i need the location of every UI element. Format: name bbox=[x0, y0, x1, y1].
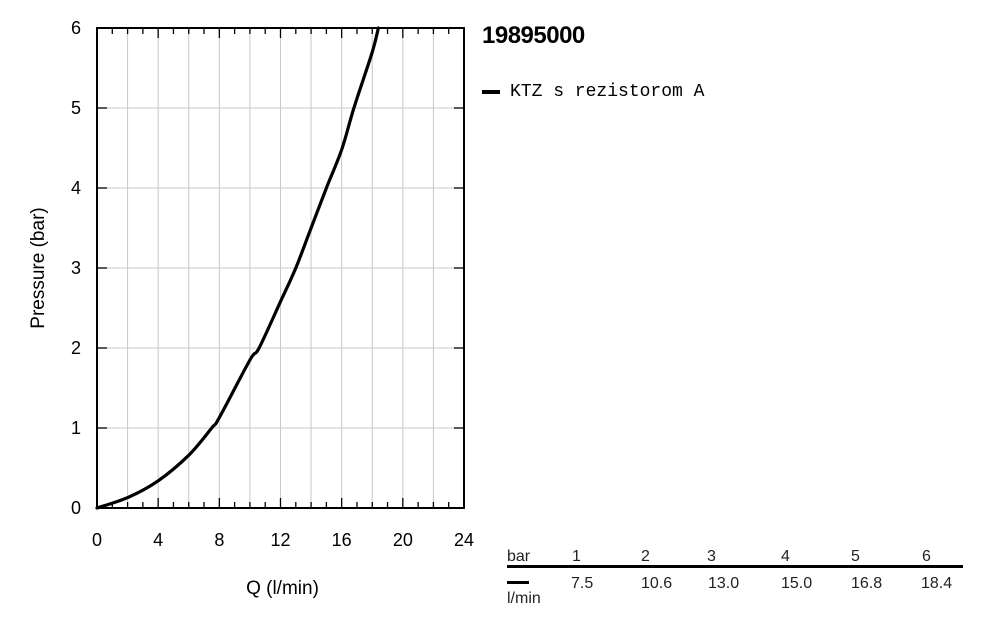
y-tick-label: 3 bbox=[71, 258, 81, 278]
table-flow-unit: l/min bbox=[507, 590, 541, 607]
table-pressure: 2 bbox=[641, 548, 650, 565]
y-tick-label: 4 bbox=[71, 178, 81, 198]
table-flow: 7.5 bbox=[571, 575, 594, 592]
y-tick-label: 6 bbox=[71, 18, 81, 38]
legend-swatch bbox=[482, 90, 500, 94]
grid-lines bbox=[97, 28, 464, 508]
chart-title: 19895000 bbox=[482, 22, 585, 49]
x-tick-labels: 0 4 8 12 16 20 24 bbox=[92, 530, 474, 550]
table-flow: 18.4 bbox=[921, 575, 953, 592]
x-tick-label: 20 bbox=[393, 530, 413, 550]
table-rule bbox=[507, 565, 963, 568]
table-flow: 10.6 bbox=[641, 575, 673, 592]
x-tick-label: 16 bbox=[332, 530, 352, 550]
table-pressure-unit: bar bbox=[507, 548, 531, 565]
y-tick-label: 1 bbox=[71, 418, 81, 438]
table-pressure: 6 bbox=[922, 548, 931, 565]
x-tick-label: 8 bbox=[214, 530, 224, 550]
table-pressure: 1 bbox=[572, 548, 581, 565]
y-tick-labels: 0 1 2 3 4 5 6 bbox=[71, 18, 81, 518]
x-tick-label: 24 bbox=[454, 530, 474, 550]
series-line-ktz bbox=[95, 26, 380, 510]
table-flow: 13.0 bbox=[708, 575, 740, 592]
table-flow: 15.0 bbox=[781, 575, 813, 592]
table-flow: 16.8 bbox=[851, 575, 883, 592]
table-series-swatch bbox=[507, 581, 529, 584]
x-tick-label: 4 bbox=[153, 530, 163, 550]
y-tick-label: 2 bbox=[71, 338, 81, 358]
table-pressure: 4 bbox=[781, 548, 790, 565]
x-tick-label: 12 bbox=[270, 530, 290, 550]
y-axis-label: Pressure (bar) bbox=[28, 207, 49, 328]
legend-label: KTZ s rezistorom A bbox=[510, 82, 705, 102]
x-axis-label: Q (l/min) bbox=[246, 578, 319, 599]
flow-table: bar 1 2 3 4 5 6 l/min 7.5 10.6 13.0 15.0… bbox=[507, 546, 963, 610]
table-pressure: 3 bbox=[707, 548, 716, 565]
table-pressure: 5 bbox=[851, 548, 860, 565]
legend: KTZ s rezistorom A bbox=[482, 82, 704, 102]
y-tick-label: 5 bbox=[71, 98, 81, 118]
y-tick-label: 0 bbox=[71, 498, 81, 518]
x-tick-label: 0 bbox=[92, 530, 102, 550]
